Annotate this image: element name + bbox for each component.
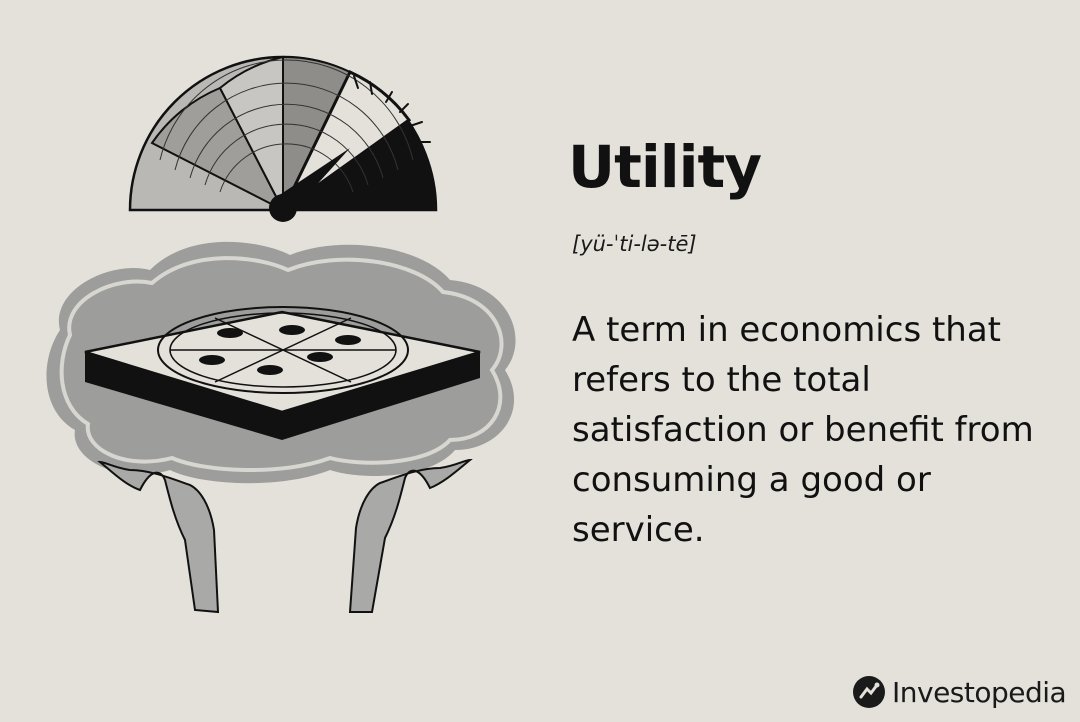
satisfaction-gauge xyxy=(128,55,438,222)
pronunciation: [yü-ˈti-lə-tē] xyxy=(572,232,697,256)
brand-name: Investopedia xyxy=(892,675,1067,709)
page-title: Utility xyxy=(568,133,762,201)
pizza-in-box xyxy=(84,306,481,440)
investopedia-logo-icon xyxy=(853,676,885,708)
raised-hands xyxy=(97,458,473,614)
utility-illustration xyxy=(46,55,516,614)
brand-logo: Investopedia xyxy=(852,672,1067,712)
definition-text: A term in economics that refers to the t… xyxy=(572,310,1034,550)
